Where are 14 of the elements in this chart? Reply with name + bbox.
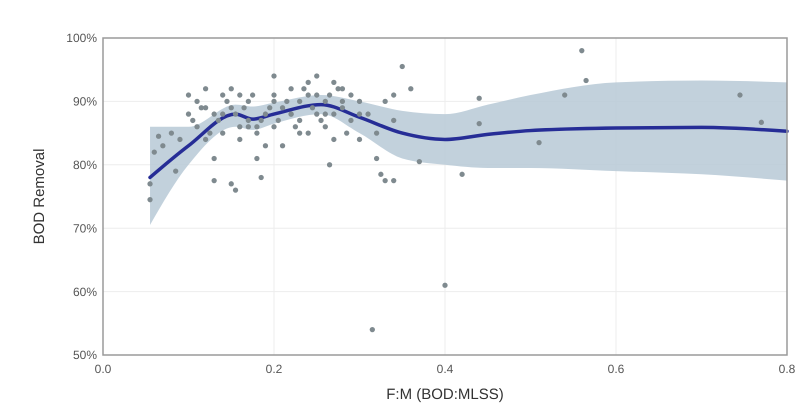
x-tick-label: 0.8 (778, 362, 795, 376)
y-tick-label: 80% (72, 158, 98, 172)
y-tick-label: 60% (72, 284, 98, 299)
x-tick-label: 0.6 (608, 362, 625, 376)
y-tick-label: 100% (66, 31, 98, 46)
y-tick-label: 50% (72, 348, 98, 362)
y-axis-title: BOD Removal (31, 148, 48, 244)
y-tick-label: 90% (72, 94, 98, 109)
x-axis-title: F:M (BOD:MLSS) (386, 386, 504, 403)
x-tick-label: 0.0 (94, 362, 112, 376)
x-tick-label: 0.4 (436, 362, 454, 376)
y-tick-label: 70% (72, 221, 98, 236)
line-series (148, 102, 789, 180)
x-tick-label: 0.2 (266, 362, 283, 376)
